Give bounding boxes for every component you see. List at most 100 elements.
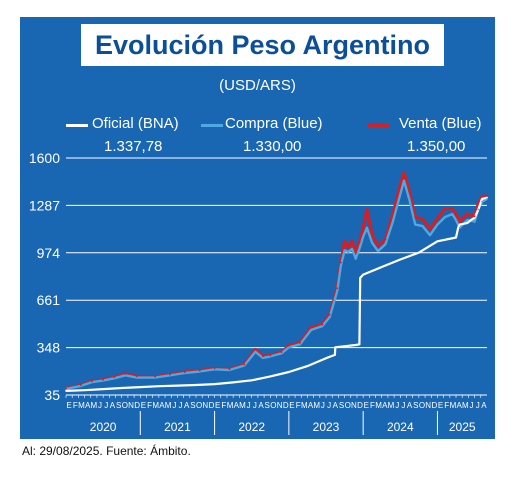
data-point-oficial	[455, 236, 457, 239]
data-point-compra	[436, 223, 439, 226]
data-point-oficial	[481, 197, 483, 200]
data-point-venta	[414, 216, 417, 218]
data-point-compra	[429, 234, 431, 237]
data-point-oficial	[334, 353, 336, 356]
legend-label-venta: Venta (Blue)	[399, 115, 482, 132]
data-point-oficial	[269, 375, 272, 378]
data-point-venta	[169, 373, 171, 376]
month-tick-label: M	[313, 401, 320, 410]
month-tick-label: J	[327, 401, 331, 410]
month-tick-label: D	[134, 401, 140, 410]
data-point-venta	[287, 344, 290, 347]
data-point-compra	[443, 216, 446, 218]
month-tick-label: S	[265, 401, 270, 410]
data-point-venta	[183, 371, 186, 374]
data-point-oficial	[157, 385, 160, 388]
data-point-oficial	[213, 383, 216, 385]
data-point-oficial	[139, 386, 142, 389]
month-tick-label: O	[419, 401, 425, 410]
data-point-compra	[351, 247, 353, 250]
month-tick-label: J	[172, 401, 176, 410]
data-point-oficial	[232, 381, 235, 384]
data-point-oficial	[334, 346, 337, 349]
data-point-venta	[421, 218, 424, 221]
data-point-oficial	[176, 384, 179, 387]
data-point-venta	[328, 313, 331, 316]
data-point-compra	[339, 264, 342, 267]
month-tick-label: A	[407, 401, 413, 410]
data-point-compra	[421, 225, 424, 228]
month-tick-label: J	[179, 401, 183, 410]
data-point-oficial	[466, 222, 469, 225]
last-value-venta: 1.350,00	[407, 138, 466, 155]
data-point-venta	[354, 251, 357, 254]
data-point-compra	[362, 235, 365, 238]
chart-panel	[20, 17, 495, 439]
data-point-venta	[347, 246, 350, 249]
month-tick-label: S	[116, 401, 121, 410]
data-point-venta	[135, 375, 138, 378]
month-tick-label: F	[370, 401, 375, 410]
data-point-venta	[365, 208, 368, 211]
data-point-oficial	[83, 389, 86, 392]
chart-subtitle: (USD/ARS)	[219, 77, 296, 94]
month-tick-label: M	[375, 401, 382, 410]
data-point-compra	[328, 316, 331, 318]
data-point-venta	[91, 380, 93, 383]
data-point-compra	[299, 343, 301, 346]
month-tick-label: E	[141, 401, 146, 410]
month-tick-label: A	[333, 401, 339, 410]
last-value-compra: 1.330,00	[243, 138, 302, 155]
data-point-oficial	[65, 390, 67, 392]
legend-swatch-oficial	[66, 124, 88, 127]
chart-title: Evolución Peso Argentino	[94, 30, 431, 60]
month-tick-label: E	[289, 401, 294, 410]
data-point-oficial	[399, 258, 402, 261]
month-tick-label: M	[78, 401, 85, 410]
data-point-venta	[458, 220, 461, 223]
data-point-oficial	[436, 240, 439, 243]
data-point-compra	[473, 220, 476, 223]
data-point-compra	[455, 219, 457, 221]
data-point-venta	[443, 207, 446, 210]
month-tick-label: J	[469, 401, 473, 410]
legend-label-oficial: Oficial (BNA)	[92, 115, 179, 132]
data-point-venta	[336, 287, 339, 290]
month-tick-label: E	[438, 401, 443, 410]
y-tick-label-661: 661	[37, 292, 61, 308]
data-point-compra	[354, 257, 357, 260]
data-point-compra	[261, 356, 264, 359]
month-tick-label: J	[253, 401, 257, 410]
month-tick-label: J	[476, 401, 480, 410]
month-tick-label: M	[227, 401, 234, 410]
month-tick-label: A	[382, 401, 388, 410]
legend-swatch-compra	[201, 124, 223, 127]
data-point-compra	[358, 247, 361, 250]
data-point-compra	[343, 249, 346, 252]
data-point-venta	[486, 194, 488, 197]
month-tick-label: O	[122, 401, 128, 410]
data-point-oficial	[417, 251, 420, 254]
month-tick-label: M	[91, 401, 98, 410]
data-point-compra	[365, 226, 368, 229]
data-point-venta	[102, 378, 105, 381]
data-point-venta	[261, 355, 264, 358]
title-box	[81, 24, 444, 66]
data-point-venta	[321, 323, 324, 326]
month-tick-label: J	[401, 401, 405, 410]
data-point-venta	[343, 240, 346, 243]
data-point-oficial	[306, 365, 309, 367]
data-point-oficial	[195, 384, 197, 386]
data-point-compra	[124, 374, 127, 377]
last-value-oficial: 1.337,78	[104, 138, 163, 155]
month-tick-label: O	[270, 401, 276, 410]
data-point-compra	[347, 250, 350, 253]
data-point-compra	[310, 328, 313, 331]
month-tick-label: N	[128, 401, 134, 410]
month-tick-label: M	[165, 401, 172, 410]
data-point-venta	[79, 384, 82, 387]
month-tick-label: N	[425, 401, 431, 410]
data-point-venta	[473, 215, 476, 218]
month-tick-label: E	[364, 401, 369, 410]
